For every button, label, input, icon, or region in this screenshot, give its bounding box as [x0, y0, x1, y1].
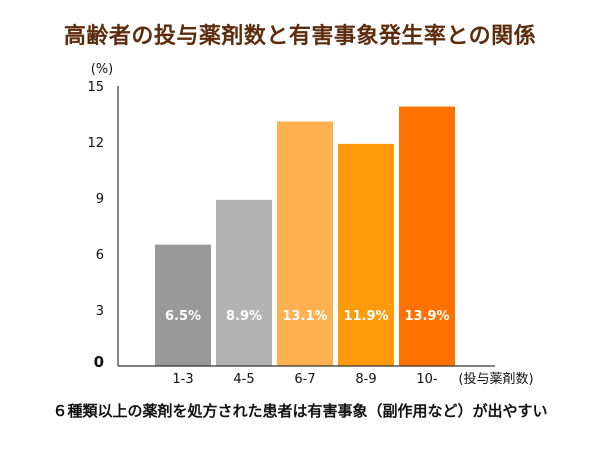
y-tick-label: 12 — [87, 136, 104, 151]
data-label: 13.9% — [404, 309, 449, 324]
bar-1-3 — [155, 244, 211, 366]
x-tick-label: 6-7 — [294, 372, 315, 387]
y-tick-label: 9 — [96, 192, 104, 207]
x-tick-label: 4-5 — [233, 372, 254, 387]
y-tick-label: 3 — [96, 304, 104, 319]
x-axis-label: (投与薬剤数) — [458, 371, 533, 387]
bar-10- — [399, 106, 455, 367]
y-axis-label: (%) — [91, 62, 114, 77]
y-tick-label: 6 — [96, 248, 104, 263]
bar-6-7 — [277, 121, 333, 366]
data-label: 6.5% — [165, 309, 201, 324]
y-tick-label: 0 — [94, 353, 104, 371]
data-label: 11.9% — [343, 309, 388, 324]
chart-title: 高齢者の投与薬剤数と有害事象発生率との関係 — [63, 24, 537, 49]
x-tick-label: 10- — [416, 372, 438, 387]
chart-caption: ６種類以上の薬剤を処方された患者は有害事象（副作用など）が出やすい — [52, 402, 548, 420]
data-label: 13.1% — [282, 309, 327, 324]
bar-8-9 — [338, 143, 394, 366]
y-tick-label: 15 — [87, 80, 104, 95]
x-tick-label: 1-3 — [172, 372, 193, 387]
data-label: 8.9% — [226, 309, 262, 324]
x-tick-label: 8-9 — [355, 372, 376, 387]
bar-4-5 — [216, 199, 272, 366]
